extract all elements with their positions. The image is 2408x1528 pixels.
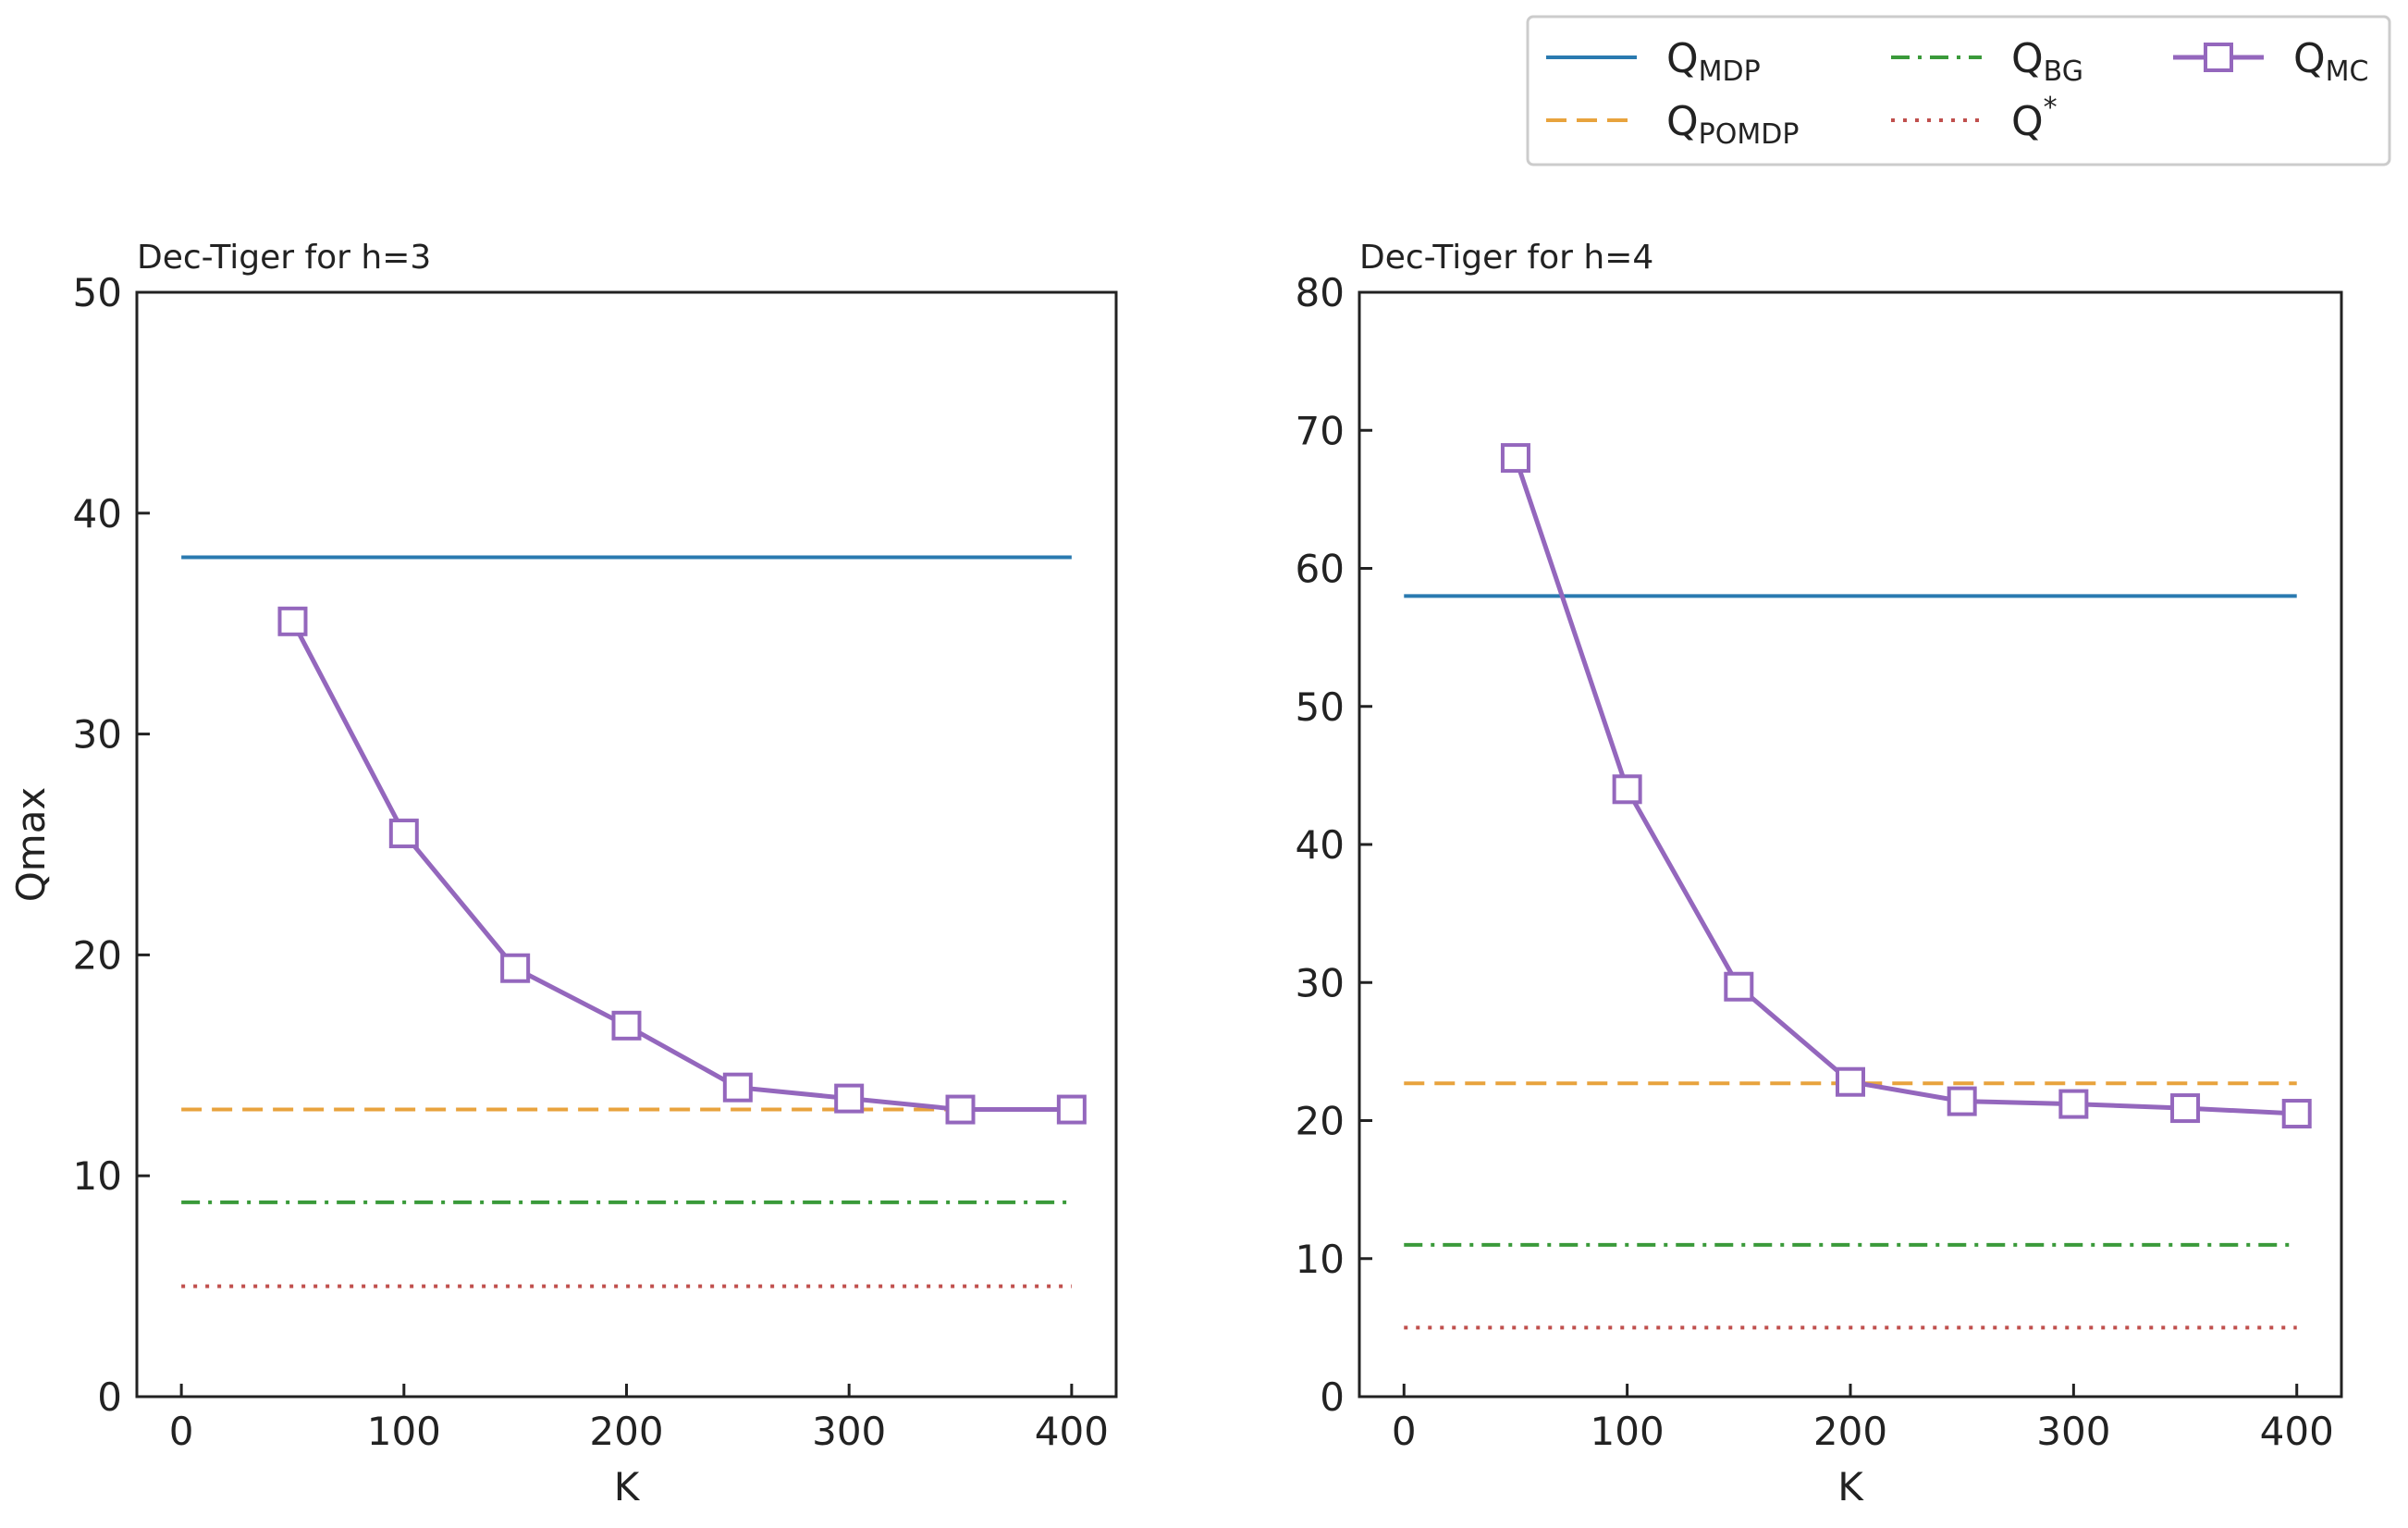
- legend-subscript: MDP: [1699, 55, 1761, 88]
- x-tick-label: 400: [1035, 1409, 1109, 1454]
- x-tick-label: 100: [1591, 1409, 1665, 1454]
- mc-marker: [834, 1083, 865, 1114]
- mc-marker: [1612, 774, 1642, 805]
- legend-box: [1526, 15, 2391, 166]
- chart-title: Dec-Tiger for h=3: [137, 239, 431, 277]
- legend-subscript: BG: [2044, 55, 2083, 88]
- y-axis-label: Qmax: [8, 787, 54, 903]
- y-tick-label: 10: [73, 1153, 122, 1199]
- mc-marker: [1724, 971, 1754, 1002]
- y-tick-label: 80: [1296, 270, 1345, 315]
- plot-frame: [135, 290, 1118, 1399]
- y-tick-label: 50: [73, 270, 122, 315]
- mc-marker: [1056, 1094, 1087, 1125]
- mc-marker: [1836, 1066, 1865, 1097]
- y-tick-label: 50: [1296, 684, 1345, 730]
- mc-marker: [945, 1094, 976, 1125]
- y-tick-label: 60: [1296, 547, 1345, 592]
- y-tick-label: 10: [1296, 1237, 1345, 1282]
- x-tick-label: 100: [367, 1409, 441, 1454]
- y-tick-label: 20: [1296, 1099, 1345, 1144]
- y-tick-label: 40: [1296, 822, 1345, 868]
- y-tick-label: 70: [1296, 408, 1345, 453]
- x-tick-label: 200: [589, 1409, 663, 1454]
- y-tick-label: 30: [73, 712, 122, 758]
- chart-panel-h4: Dec-Tiger for h=4 0 100 200 300 400 0 10 20 30 40 5…: [1296, 239, 2343, 1510]
- x-tick-label: 0: [1392, 1409, 1417, 1454]
- y-tick-label: 20: [73, 932, 122, 978]
- mc-marker: [1947, 1086, 1977, 1116]
- y-tick-label: 0: [1320, 1374, 1345, 1420]
- legend-subscript: POMDP: [1699, 118, 1800, 151]
- legend-subscript: MC: [2326, 55, 2369, 88]
- x-tick-label: 400: [2260, 1409, 2334, 1454]
- mc-marker: [500, 953, 531, 983]
- y-tick-label: 0: [97, 1374, 122, 1420]
- x-tick-label: 300: [2036, 1409, 2110, 1454]
- mc-marker: [722, 1072, 753, 1103]
- series-line-mc: [1513, 457, 2297, 1116]
- mc-marker: [2058, 1089, 2089, 1119]
- mc-marker: [388, 819, 419, 849]
- mc-marker: [2170, 1093, 2201, 1124]
- chart-panel-h3: Dec-Tiger for h=3 0 100 200 300 400 0 10 20 30 40 5…: [8, 239, 1118, 1510]
- legend-superscript: *: [2044, 92, 2058, 124]
- mc-marker: [1500, 443, 1530, 474]
- x-tick-label: 300: [812, 1409, 886, 1454]
- chart-title: Dec-Tiger for h=4: [1359, 239, 1653, 277]
- mc-marker: [277, 606, 308, 636]
- x-axis-label: K: [614, 1464, 641, 1510]
- y-tick-label: 30: [1296, 960, 1345, 1005]
- x-tick-label: 200: [1813, 1409, 1887, 1454]
- mc-marker: [611, 1010, 642, 1041]
- y-tick-label: 40: [73, 491, 122, 536]
- x-tick-label: 0: [169, 1409, 194, 1454]
- series-line-mc: [290, 620, 1072, 1113]
- x-axis-label: K: [1837, 1464, 1864, 1510]
- legend-marker-mc: [2204, 43, 2233, 72]
- mc-marker: [2281, 1099, 2312, 1129]
